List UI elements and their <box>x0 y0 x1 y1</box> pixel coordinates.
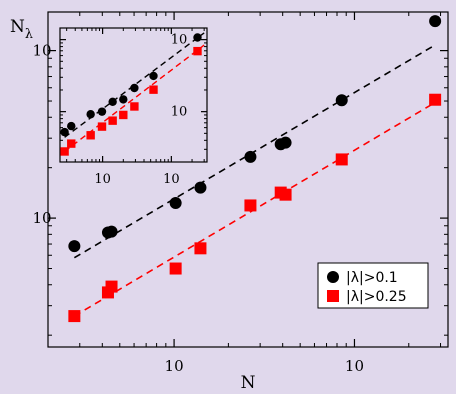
series-1-point <box>279 188 292 201</box>
series-1-point <box>244 199 257 212</box>
series-0-point <box>244 150 257 163</box>
series-1-point <box>169 262 182 275</box>
series-1-point <box>429 93 442 106</box>
series-0-point <box>68 240 81 253</box>
y-tick-label: 10 <box>32 42 51 60</box>
inset-series-0-point <box>119 95 128 104</box>
inset-x-tick-label-base: 10 <box>94 172 111 187</box>
inset-y-tick-label-base: 10 <box>171 33 188 48</box>
series-0-point <box>335 94 348 107</box>
inset-series-1-point <box>130 102 139 111</box>
x-axis-label: N <box>241 373 256 393</box>
inset-x-tick-label-base: 10 <box>163 172 180 187</box>
inset-series-1-point <box>67 139 76 148</box>
y-axis-label-subscript: λ <box>25 27 33 42</box>
inset-series-1-point <box>193 46 202 56</box>
y-axis-label: Nλ <box>10 17 33 42</box>
inset-series-0-point <box>97 107 107 116</box>
inset-series-0-point <box>130 83 139 93</box>
x-tick-label-base: 10 <box>345 357 364 375</box>
inset-fit-line-0 <box>64 32 205 138</box>
inset-series-1-point <box>60 147 69 156</box>
fit-line-0 <box>73 44 436 259</box>
x-tick-label: 10 <box>165 357 184 375</box>
inset-series-0-point <box>149 71 158 81</box>
inset-series-1-point <box>149 85 158 94</box>
series-0-point <box>194 181 207 194</box>
y-tick-label-base: 10 <box>32 42 51 60</box>
series-1-point <box>68 310 81 323</box>
x-axis-label-base: N <box>241 373 256 393</box>
inset-y-tick-label: 10 <box>171 33 188 48</box>
series-1-point <box>335 153 348 166</box>
x-tick-label-base: 10 <box>165 357 184 375</box>
series-0-point <box>169 197 182 210</box>
inset-x-tick-label: 10 <box>94 172 111 187</box>
inset-series-1-point <box>86 131 95 140</box>
series-0-point <box>429 15 442 28</box>
inset-series-1-point <box>97 122 107 131</box>
inset-panel: 10 10 10 10 <box>59 27 208 187</box>
inset-series-0-point <box>86 110 95 119</box>
inset-y-tick-label-base: 10 <box>171 105 188 120</box>
legend-marker-1 <box>327 290 339 302</box>
inset-series-1-point <box>108 116 117 125</box>
inset-y-tick-label: 10 <box>171 105 188 120</box>
y-tick-label: 10 <box>32 209 51 227</box>
legend: |λ|>0.1 |λ|>0.25 <box>317 262 429 309</box>
x-tick-label: 10 <box>345 357 364 375</box>
series-0-point <box>105 225 118 238</box>
series-1-point <box>105 280 118 293</box>
inset-series-0-point <box>108 97 117 107</box>
legend-label-0: |λ|>0.1 <box>346 270 398 286</box>
inset-series-0-point <box>60 127 69 137</box>
inset-series-0-point <box>193 33 202 42</box>
inset-plot-frame <box>59 27 208 163</box>
y-tick-label-base: 10 <box>32 209 51 227</box>
y-axis-label-base: N <box>10 17 25 37</box>
legend-label-1: |λ|>0.25 <box>346 289 407 305</box>
legend-marker-0 <box>327 271 339 283</box>
inset-series-0-point <box>67 121 76 131</box>
series-0-point <box>279 136 292 149</box>
series-1-point <box>194 242 207 255</box>
inset-x-tick-label: 10 <box>163 172 180 187</box>
inset-series-1-point <box>119 110 128 120</box>
